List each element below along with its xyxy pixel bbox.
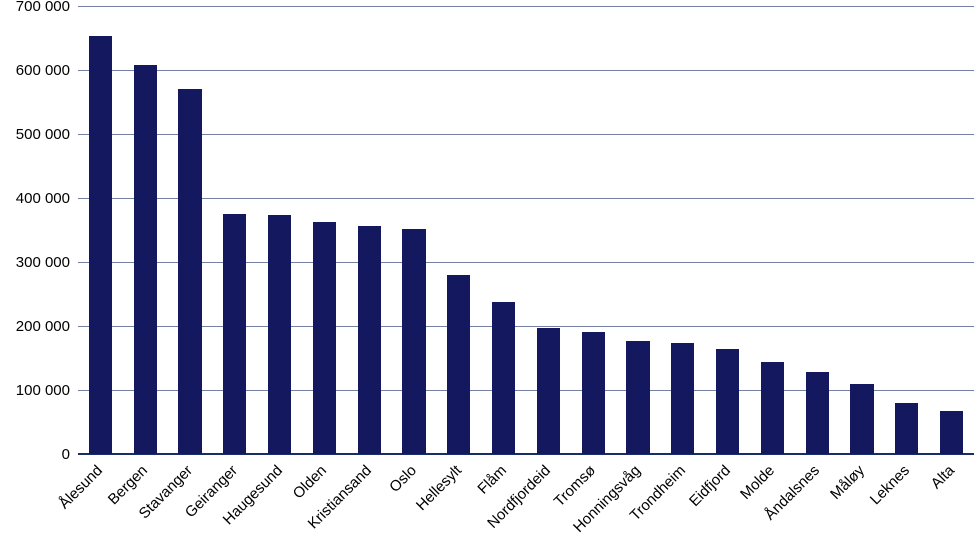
x-tick-label: Olden bbox=[290, 462, 330, 502]
x-tick-label: Oslo bbox=[386, 462, 420, 496]
bar bbox=[806, 372, 829, 454]
bar bbox=[761, 362, 784, 454]
x-tick-label: Molde bbox=[737, 462, 778, 503]
bar-chart: 0 100 000 200 000 300 000 400 000 500 000 600 … bbox=[0, 0, 979, 557]
bar bbox=[537, 328, 560, 454]
x-tick-label: Leknes bbox=[867, 462, 913, 508]
x-tick-label: Flåm bbox=[474, 462, 510, 498]
plot-area bbox=[78, 6, 974, 454]
gridline bbox=[78, 134, 974, 135]
gridline bbox=[78, 70, 974, 71]
gridline bbox=[78, 198, 974, 199]
x-tick-label: Ålesund bbox=[56, 462, 106, 512]
x-tick-label: Eidfjord bbox=[686, 462, 734, 510]
bar bbox=[895, 403, 918, 454]
y-tick-label: 400 000 bbox=[16, 190, 70, 207]
gridline bbox=[78, 262, 974, 263]
y-tick-label: 0 bbox=[62, 446, 70, 463]
y-tick-label: 600 000 bbox=[16, 62, 70, 79]
gridline bbox=[78, 6, 974, 7]
bar bbox=[940, 411, 963, 454]
bar bbox=[178, 89, 201, 454]
bar bbox=[268, 215, 291, 454]
gridline bbox=[78, 326, 974, 327]
y-tick-label: 700 000 bbox=[16, 0, 70, 15]
x-axis-baseline bbox=[78, 453, 974, 455]
bar bbox=[447, 275, 470, 454]
y-tick-label: 300 000 bbox=[16, 254, 70, 271]
bar bbox=[223, 214, 246, 454]
x-tick-label: Måløy bbox=[827, 462, 868, 503]
bar bbox=[716, 349, 739, 454]
bar bbox=[492, 302, 515, 454]
bar bbox=[313, 222, 336, 454]
bar bbox=[582, 332, 605, 454]
bar bbox=[626, 341, 649, 454]
x-tick-label: Alta bbox=[927, 462, 957, 492]
bar bbox=[850, 384, 873, 454]
y-tick-label: 500 000 bbox=[16, 126, 70, 143]
bar bbox=[134, 65, 157, 454]
bar bbox=[402, 229, 425, 454]
gridline bbox=[78, 390, 974, 391]
x-tick-label: Hellesylt bbox=[413, 462, 465, 514]
bar bbox=[671, 343, 694, 454]
bar bbox=[358, 226, 381, 454]
bar bbox=[89, 36, 112, 454]
y-tick-label: 100 000 bbox=[16, 382, 70, 399]
y-tick-label: 200 000 bbox=[16, 318, 70, 335]
